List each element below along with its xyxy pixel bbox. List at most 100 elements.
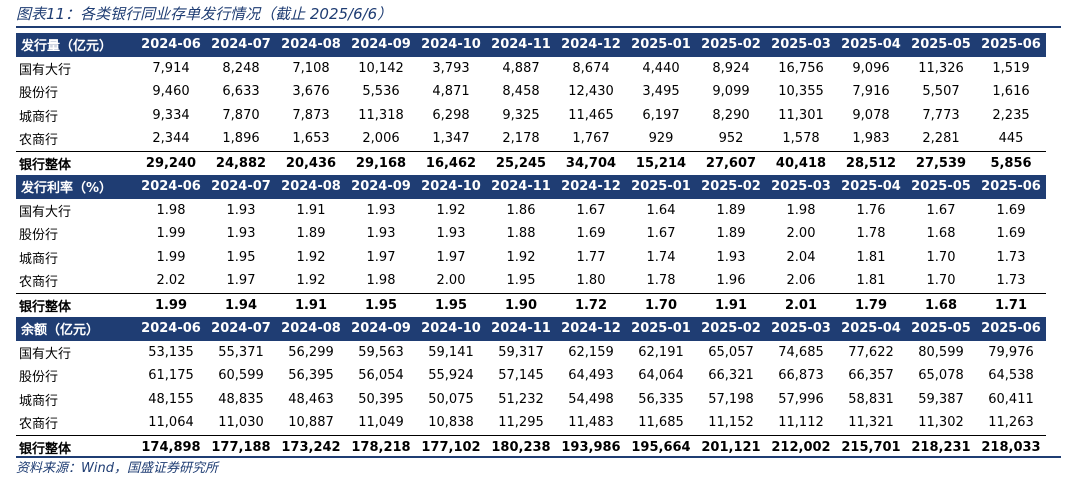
table-cell: 50,395: [358, 391, 404, 407]
table-cell: 1.95: [346, 292, 416, 317]
table-cell: 1.67: [576, 202, 606, 218]
table-cell: 79,976: [988, 344, 1034, 360]
table-cell: 1.67: [926, 202, 956, 218]
row-label: 股份行: [19, 228, 59, 244]
table-cell: 59,317: [498, 344, 544, 360]
table-cell: 1.94: [206, 292, 276, 317]
table-cell: 1.81: [856, 249, 886, 265]
table-cell: 2.01: [766, 292, 836, 317]
row-label: 国有大行: [19, 62, 72, 78]
row-label: 银行整体: [16, 292, 136, 317]
column-header: 2024-06: [136, 33, 206, 57]
table-cell: 10,142: [358, 60, 404, 76]
table-cell: 40,418: [766, 150, 836, 175]
table-cell: 6,298: [432, 107, 470, 123]
table-cell: 62,159: [568, 344, 614, 360]
row-label: 城商行: [19, 393, 59, 409]
table-cell: 180,238: [486, 434, 556, 459]
table-cell: 7,914: [152, 60, 190, 76]
table-row: 国有大行 7,914 8,248 7,108 10,142 3,793 4,887 8,674…: [16, 57, 1046, 81]
table-cell: 1.91: [696, 292, 766, 317]
row-label: 股份行: [19, 86, 59, 102]
column-header: 2024-12: [556, 317, 626, 341]
table-cell: 1.64: [646, 202, 676, 218]
table-cell: 1.93: [226, 226, 256, 242]
table-cell: 1.95: [506, 273, 536, 289]
column-header: 2024-11: [486, 33, 556, 57]
table-cell: 3,793: [432, 60, 470, 76]
table-cell: 1,983: [852, 131, 890, 147]
table-cell: 1.89: [716, 226, 746, 242]
column-header: 2024-08: [276, 175, 346, 199]
interbank-cd-table: 发行量（亿元） 2024-06 2024-07 2024-08 2024-09 2024-…: [16, 33, 1046, 459]
table-cell: 64,493: [568, 368, 614, 384]
column-header: 2024-12: [556, 175, 626, 199]
total-row: 银行整体 1.99 1.94 1.91 1.95 1.95 1.90 1.72 1.70 1.91…: [16, 292, 1046, 317]
table-cell: 7,873: [292, 107, 330, 123]
table-cell: 10,838: [428, 415, 474, 431]
table-cell: 4,887: [502, 60, 540, 76]
table-cell: 29,240: [136, 150, 206, 175]
table-cell: 57,198: [708, 391, 754, 407]
column-header: 2024-09: [346, 317, 416, 341]
table-cell: 2.06: [786, 273, 816, 289]
table-cell: 27,539: [906, 150, 976, 175]
table-cell: 65,078: [918, 368, 964, 384]
section-header-row: 余额（亿元） 2024-06 2024-07 2024-08 2024-09 2024-1…: [16, 317, 1046, 341]
table-cell: 1.79: [836, 292, 906, 317]
table-cell: 6,633: [222, 84, 260, 100]
table-cell: 9,334: [152, 107, 190, 123]
table-cell: 5,536: [362, 84, 400, 100]
table-cell: 1.98: [156, 202, 186, 218]
row-label: 国有大行: [19, 204, 72, 220]
table-cell: 1,347: [432, 131, 470, 147]
table-cell: 7,773: [922, 107, 960, 123]
table-cell: 3,676: [292, 84, 330, 100]
table-cell: 60,411: [988, 391, 1034, 407]
table-cell: 2.02: [156, 273, 186, 289]
column-header: 2024-08: [276, 317, 346, 341]
table-cell: 1.95: [226, 249, 256, 265]
table-cell: 66,357: [848, 368, 894, 384]
table-cell: 174,898: [136, 434, 206, 459]
section-label: 发行量（亿元）: [16, 33, 136, 57]
table-cell: 1.97: [366, 249, 396, 265]
table-cell: 1,578: [782, 131, 820, 147]
table-cell: 1.69: [996, 202, 1026, 218]
table-cell: 25,245: [486, 150, 556, 175]
table-cell: 1.67: [646, 226, 676, 242]
table-cell: 8,248: [222, 60, 260, 76]
table-cell: 8,290: [712, 107, 750, 123]
table-cell: 50,075: [428, 391, 474, 407]
table-cell: 11,301: [778, 107, 824, 123]
table-cell: 195,664: [626, 434, 696, 459]
table-cell: 1.92: [436, 202, 466, 218]
table-cell: 1.89: [716, 202, 746, 218]
table-cell: 11,112: [778, 415, 824, 431]
column-header: 2025-02: [696, 175, 766, 199]
table-cell: 11,318: [358, 107, 404, 123]
row-label: 城商行: [19, 109, 59, 125]
table-cell: 29,168: [346, 150, 416, 175]
table-cell: 1.78: [856, 226, 886, 242]
table-cell: 5,507: [922, 84, 960, 100]
column-header: 2024-06: [136, 175, 206, 199]
row-label: 银行整体: [16, 150, 136, 175]
table-cell: 1.93: [226, 202, 256, 218]
table-cell: 2,281: [922, 131, 960, 147]
column-header: 2025-06: [976, 33, 1046, 57]
table-cell: 1.71: [976, 292, 1046, 317]
table-cell: 7,916: [852, 84, 890, 100]
table-cell: 929: [648, 131, 674, 147]
column-header: 2024-07: [206, 317, 276, 341]
table-cell: 59,563: [358, 344, 404, 360]
table-row: 国有大行 1.98 1.93 1.91 1.93 1.92 1.86 1.67 1.64 1.89…: [16, 199, 1046, 223]
table-cell: 56,335: [638, 391, 684, 407]
table-cell: 1.99: [136, 292, 206, 317]
table-row: 股份行 1.99 1.93 1.89 1.93 1.93 1.88 1.69 1.67 1.89 2…: [16, 222, 1046, 246]
column-header: 2024-09: [346, 33, 416, 57]
table-cell: 218,033: [976, 434, 1046, 459]
table-cell: 9,099: [712, 84, 750, 100]
table-cell: 11,030: [218, 415, 264, 431]
column-header: 2024-10: [416, 33, 486, 57]
